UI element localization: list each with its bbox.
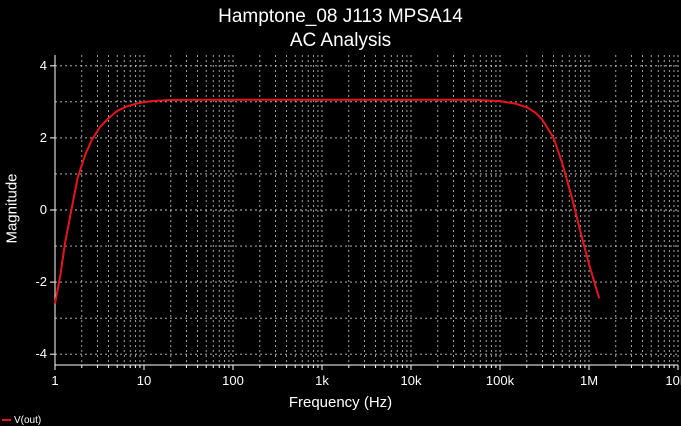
y-tick-label: -2	[35, 274, 47, 289]
y-axis-label: Magnitude	[3, 173, 21, 244]
legend-label: V(out)	[14, 415, 42, 426]
x-tick-label: 100k	[486, 373, 515, 388]
y-tick-label: 2	[40, 130, 47, 145]
legend-swatch	[2, 419, 11, 422]
x-tick-label: 10	[137, 373, 151, 388]
chart-title: Hamptone_08 J113 MPSA14	[218, 6, 463, 27]
series-line-vout	[54, 98, 601, 304]
x-axis-label: Frequency (Hz)	[288, 394, 393, 411]
x-tick-label: 100	[222, 373, 244, 388]
x-tick-label: 1M	[580, 373, 598, 388]
chart-subtitle: AC Analysis	[289, 30, 392, 51]
x-tick-label: 10k	[401, 373, 422, 388]
y-tick-label: -4	[35, 346, 47, 361]
y-tick-label: 4	[40, 58, 47, 73]
x-tick-label: 1k	[315, 373, 329, 388]
legend: V(out)	[2, 416, 41, 426]
y-tick-label: 0	[40, 202, 47, 217]
x-tick-label: 1	[51, 373, 58, 388]
x-tick-label: 10M	[665, 373, 681, 388]
